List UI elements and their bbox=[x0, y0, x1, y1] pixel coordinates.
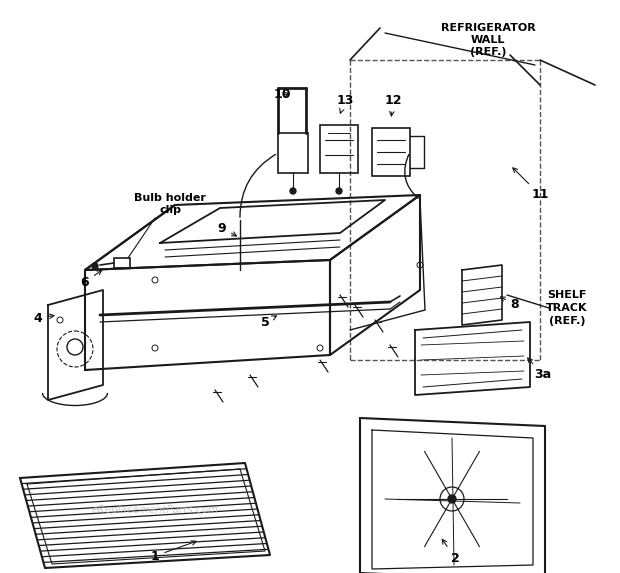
Text: eReplacementParts.com: eReplacementParts.com bbox=[91, 505, 219, 515]
Text: TRACK: TRACK bbox=[546, 303, 588, 313]
Circle shape bbox=[290, 188, 296, 194]
Text: clip: clip bbox=[159, 205, 181, 215]
Text: REFRIGERATOR: REFRIGERATOR bbox=[441, 23, 536, 33]
Bar bbox=[372, 128, 410, 176]
Text: 5: 5 bbox=[260, 316, 277, 328]
Text: 9: 9 bbox=[218, 222, 236, 236]
Text: 11: 11 bbox=[513, 168, 549, 202]
Circle shape bbox=[448, 495, 456, 503]
Text: (REF.): (REF.) bbox=[549, 316, 585, 326]
Text: 2: 2 bbox=[442, 539, 459, 564]
Text: 1: 1 bbox=[151, 541, 196, 563]
Text: 8: 8 bbox=[500, 297, 520, 312]
Circle shape bbox=[336, 188, 342, 194]
Text: 10: 10 bbox=[273, 88, 291, 101]
Bar bbox=[320, 125, 358, 173]
Text: (REF.): (REF.) bbox=[470, 47, 507, 57]
Bar bbox=[114, 258, 130, 268]
Text: WALL: WALL bbox=[471, 35, 505, 45]
Text: 4: 4 bbox=[33, 312, 54, 324]
Text: Bulb holder: Bulb holder bbox=[134, 193, 206, 203]
Text: SHELF: SHELF bbox=[547, 290, 587, 300]
Text: 3a: 3a bbox=[528, 358, 552, 382]
Text: 13: 13 bbox=[336, 93, 353, 113]
Bar bbox=[278, 133, 308, 173]
Text: 6: 6 bbox=[81, 270, 102, 288]
Circle shape bbox=[92, 263, 98, 269]
Text: 12: 12 bbox=[384, 93, 402, 116]
